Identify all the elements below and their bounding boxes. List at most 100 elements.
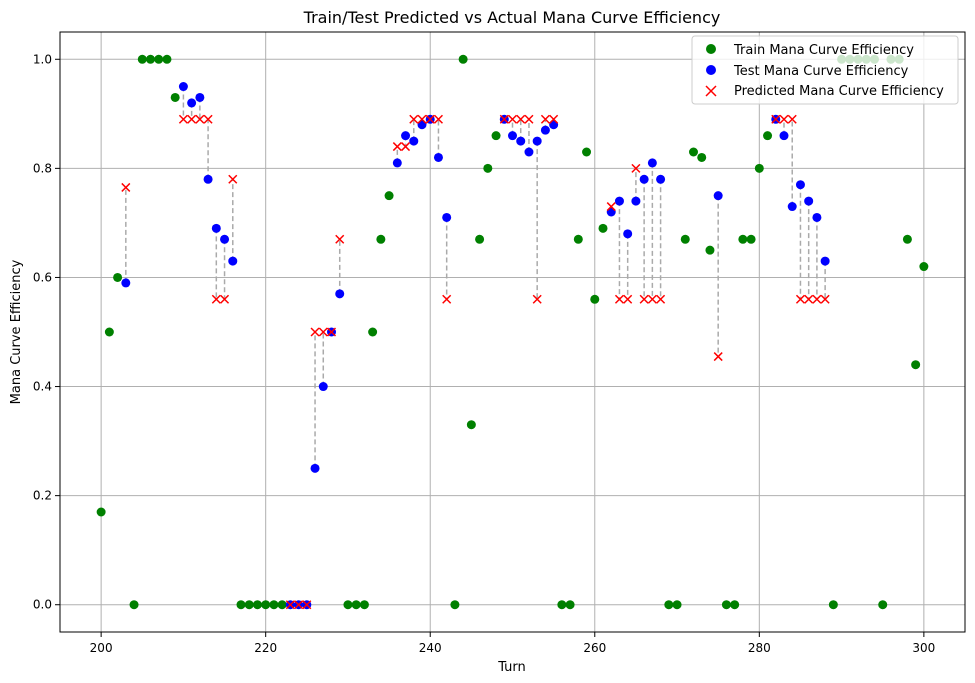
x-tick-label: 260 (583, 641, 606, 655)
test-point (409, 136, 419, 146)
x-tick-label: 280 (748, 641, 771, 655)
train-point (269, 600, 279, 610)
train-point (113, 272, 123, 282)
predicted-point (540, 114, 550, 124)
predicted-point (656, 294, 666, 304)
test-point (647, 158, 657, 168)
predicted-point (203, 114, 213, 124)
test-point (220, 234, 230, 244)
test-point (335, 289, 345, 299)
predicted-point (787, 114, 797, 124)
predicted-point (524, 114, 534, 124)
test-point (318, 382, 328, 392)
y-tick-label: 0.8 (33, 161, 52, 175)
train-point (376, 234, 386, 244)
train-point (384, 191, 394, 201)
grid (60, 32, 965, 632)
train-point (763, 131, 773, 141)
test-point (392, 158, 402, 168)
train-point (277, 600, 287, 610)
test-point (310, 463, 320, 473)
train-point (483, 163, 493, 173)
predicted-point (401, 142, 411, 152)
predicted-point (121, 182, 131, 192)
chart-title: Train/Test Predicted vs Actual Mana Curv… (303, 8, 721, 27)
train-point (368, 327, 378, 337)
predicted-point (771, 114, 781, 124)
test-point (433, 152, 443, 162)
test-point (401, 131, 411, 141)
train-point (96, 507, 106, 517)
predicted-point (220, 294, 230, 304)
predicted-point (425, 114, 435, 124)
legend-label-predicted: Predicted Mana Curve Efficiency (734, 84, 944, 99)
predicted-point (294, 600, 304, 610)
train-point (697, 152, 707, 162)
predicted-point (442, 294, 452, 304)
train-point (137, 54, 147, 64)
predicted-point (195, 114, 205, 124)
test-point (614, 196, 624, 206)
test-point (795, 180, 805, 190)
predicted-point (409, 114, 419, 124)
data-points (96, 54, 929, 610)
legend-marker-test (706, 65, 716, 75)
predicted-point (417, 114, 427, 124)
predicted-point (639, 294, 649, 304)
test-point (713, 191, 723, 201)
predicted-point (623, 294, 633, 304)
legend: Train Mana Curve Efficiency Test Mana Cu… (691, 35, 959, 105)
predicted-point (318, 327, 328, 337)
test-point (656, 174, 666, 184)
predicted-point (326, 327, 337, 337)
test-point (787, 202, 797, 212)
test-point (228, 256, 238, 266)
train-point (236, 600, 246, 610)
predicted-point (713, 352, 723, 362)
test-point (779, 131, 789, 141)
x-tick-label: 300 (912, 641, 935, 655)
predicted-point (187, 114, 197, 124)
legend-box (691, 35, 959, 105)
test-point (623, 229, 633, 239)
train-point (154, 54, 164, 64)
test-point (442, 212, 452, 222)
predicted-point (507, 114, 518, 124)
train-point (902, 234, 912, 244)
train-point (557, 600, 567, 610)
train-point (582, 147, 592, 157)
train-point (170, 92, 180, 102)
predicted-point (820, 294, 830, 304)
x-tick-label: 220 (254, 641, 277, 655)
test-point (508, 131, 517, 141)
y-tick-label: 0.6 (33, 270, 52, 284)
predicted-point (779, 114, 789, 124)
test-point (195, 92, 205, 102)
test-point (121, 278, 131, 288)
test-point (178, 82, 188, 92)
train-point (252, 600, 262, 610)
predicted-point (302, 600, 312, 610)
y-tick-label: 1.0 (33, 52, 52, 66)
train-point (828, 600, 838, 610)
train-point (458, 54, 468, 64)
y-tick-label: 0.2 (33, 489, 52, 503)
test-point (187, 98, 197, 108)
train-point (162, 54, 172, 64)
legend-label-train: Train Mana Curve Efficiency (733, 43, 914, 58)
test-point (804, 196, 814, 206)
train-point (466, 420, 476, 430)
train-point (730, 600, 740, 610)
test-point (516, 136, 526, 146)
plot-frame (59, 31, 966, 633)
train-point (146, 54, 155, 64)
x-tick-label: 200 (90, 641, 113, 655)
predicted-point (178, 114, 188, 124)
legend-marker-train (706, 44, 716, 54)
train-point (129, 600, 139, 610)
connectors (125, 86, 826, 469)
train-point (754, 163, 764, 173)
train-point (689, 147, 698, 157)
predicted-point (499, 114, 509, 124)
